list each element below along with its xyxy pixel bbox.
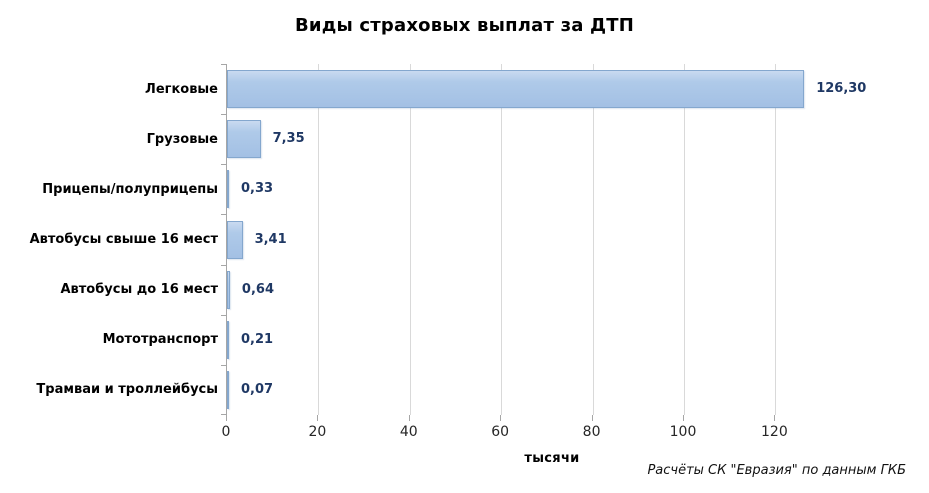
x-tick-label: 80 bbox=[582, 424, 601, 440]
value-axis: 0 20 40 60 80 100 120 bbox=[222, 415, 926, 447]
bar bbox=[227, 170, 229, 209]
x-tick-mark bbox=[774, 415, 776, 421]
bar bbox=[227, 220, 243, 259]
x-tick-mark bbox=[317, 415, 319, 421]
gridline bbox=[592, 64, 594, 415]
x-tick-label: 100 bbox=[669, 424, 697, 440]
category-label: Автобусы до 16 мест bbox=[60, 282, 218, 298]
bar bbox=[227, 370, 229, 409]
x-tick-mark bbox=[591, 415, 593, 421]
category-tick-mark bbox=[221, 114, 227, 116]
category-tick-mark bbox=[221, 214, 227, 216]
category-tick-mark bbox=[221, 264, 227, 266]
gridline bbox=[501, 64, 503, 415]
gridline bbox=[684, 64, 685, 415]
value-axis-title: тысячи bbox=[524, 451, 580, 466]
x-tick-mark bbox=[408, 415, 410, 421]
bar-value-label: 3,41 bbox=[254, 231, 287, 247]
category-label: Прицепы/полуприцепы bbox=[42, 181, 218, 197]
x-tick-mark bbox=[683, 415, 684, 421]
bar-value-label: 126,30 bbox=[816, 81, 867, 97]
bar-value-label: 0,64 bbox=[241, 281, 274, 297]
bar-value-label: 0,07 bbox=[241, 381, 274, 397]
x-tick-label: 60 bbox=[491, 424, 510, 440]
x-tick-label: 0 bbox=[221, 424, 231, 440]
category-label: Автобусы свыше 16 мест bbox=[29, 231, 218, 247]
category-label: Трамваи и троллейбусы bbox=[36, 382, 218, 398]
gridline bbox=[409, 64, 411, 415]
gridline bbox=[775, 64, 777, 415]
bar bbox=[227, 320, 229, 359]
category-tick-mark bbox=[221, 64, 227, 65]
category-label: Мототранспорт bbox=[102, 332, 218, 348]
category-label: Легковые bbox=[145, 81, 218, 97]
source-note: Расчёты СК "Евразия" по данным ГКБ bbox=[647, 463, 906, 478]
category-label: Грузовые bbox=[146, 131, 218, 147]
category-tick-mark bbox=[221, 414, 227, 415]
category-tick-mark bbox=[221, 164, 227, 166]
category-axis-labels: Легковые Грузовые Прицепы/полуприцепы Автоб… bbox=[0, 64, 218, 415]
bar-value-label: 0,21 bbox=[241, 331, 274, 347]
bar bbox=[227, 270, 230, 309]
chart-title: Виды страховых выплат за ДТП bbox=[294, 15, 635, 36]
x-tick-mark bbox=[226, 415, 227, 421]
bar bbox=[227, 120, 261, 159]
gridline bbox=[318, 64, 320, 415]
category-tick-mark bbox=[221, 364, 227, 366]
plot-area: 126,30 7,35 0,33 3,41 0,64 0,21 0,07 bbox=[221, 64, 879, 415]
bar-value-label: 0,33 bbox=[241, 181, 274, 197]
category-tick-mark bbox=[221, 314, 227, 316]
x-tick-label: 120 bbox=[761, 424, 788, 440]
x-tick-label: 20 bbox=[308, 424, 327, 440]
bar bbox=[227, 70, 805, 109]
x-tick-mark bbox=[500, 415, 502, 421]
bar-value-label: 7,35 bbox=[272, 131, 305, 147]
x-tick-label: 40 bbox=[399, 424, 418, 440]
